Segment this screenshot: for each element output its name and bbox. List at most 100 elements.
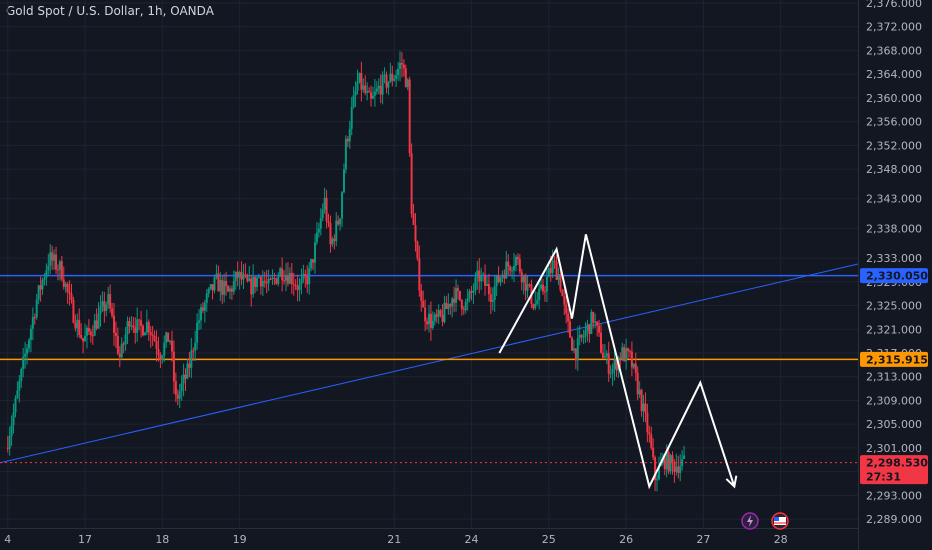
- candle-body: [159, 354, 162, 361]
- y-tick-label: 2,338.000: [866, 222, 922, 235]
- candle-body: [43, 277, 46, 280]
- y-tick-label: 2,293.000: [866, 489, 922, 502]
- candle-body: [654, 457, 657, 480]
- candle-body: [522, 274, 525, 283]
- candle-body: [371, 95, 374, 99]
- candle-body: [648, 432, 651, 435]
- candle-body: [286, 275, 289, 284]
- candle-body: [101, 301, 104, 307]
- candle-body: [611, 368, 614, 374]
- level-price-label: 2,330.050: [866, 270, 928, 283]
- candle-body: [194, 342, 197, 351]
- candle-body: [111, 308, 114, 316]
- candle-body: [368, 91, 371, 93]
- candle-body: [192, 350, 195, 352]
- candle-body: [518, 259, 521, 272]
- candle-body: [559, 274, 562, 291]
- candle-body: [290, 272, 293, 285]
- y-tick-label: 2,321.000: [866, 323, 922, 336]
- candle-body: [346, 138, 349, 142]
- candle-body: [484, 274, 487, 286]
- candle-body: [557, 274, 560, 280]
- candle-body: [221, 279, 224, 295]
- candle-body: [431, 320, 434, 328]
- candle-body: [677, 466, 680, 473]
- candle-body: [16, 390, 19, 399]
- y-tick-label: 2,360.000: [866, 92, 922, 105]
- candle-body: [99, 306, 102, 314]
- candle-body: [219, 279, 222, 292]
- candle-body: [227, 286, 230, 292]
- candle-body: [428, 313, 430, 325]
- candle-body: [437, 310, 440, 317]
- candle-body: [472, 290, 475, 293]
- candle-body: [257, 276, 260, 278]
- candle-body: [230, 288, 233, 292]
- candle-body: [567, 313, 570, 322]
- candle-body: [317, 228, 320, 233]
- candle-body: [31, 317, 34, 329]
- candle-body: [435, 314, 438, 317]
- candle-body: [501, 274, 504, 278]
- candle-body: [238, 271, 241, 278]
- candle-body: [244, 274, 247, 276]
- candle-body: [60, 261, 63, 280]
- candle-body: [109, 294, 112, 309]
- candle-body: [592, 311, 595, 323]
- candle-body: [514, 256, 517, 266]
- candle-body: [24, 353, 27, 357]
- candle-body: [33, 317, 36, 319]
- candle-body: [53, 254, 56, 261]
- y-tick-label: 2,309.000: [866, 394, 922, 407]
- candle-body: [56, 269, 59, 271]
- candle-body: [176, 394, 179, 399]
- candle-body: [638, 389, 641, 395]
- candle-body: [122, 343, 125, 345]
- candle-body: [29, 328, 32, 340]
- candle-body: [449, 303, 452, 307]
- candle-body: [607, 353, 610, 374]
- candle-body: [379, 85, 382, 95]
- candle-body: [281, 268, 284, 281]
- candle-body: [134, 327, 137, 333]
- candle-body: [540, 284, 543, 289]
- candle-body: [153, 335, 156, 342]
- pattern-arrowhead: [725, 475, 738, 489]
- candle-body: [113, 315, 116, 333]
- candle-body: [447, 303, 450, 309]
- candle-body: [511, 270, 514, 272]
- candle-body: [572, 348, 575, 351]
- candle-body: [27, 339, 30, 349]
- candle-body: [207, 288, 210, 294]
- candle-body: [683, 455, 686, 460]
- candle-body: [528, 284, 531, 286]
- candle-body: [667, 452, 670, 472]
- candle-body: [298, 284, 301, 290]
- candle-body: [613, 359, 616, 369]
- candle-body: [161, 355, 164, 361]
- candle-body: [211, 284, 214, 291]
- candle-body: [485, 283, 488, 286]
- candle-body: [671, 455, 674, 463]
- candle-body: [364, 85, 367, 93]
- candle-body: [636, 372, 639, 395]
- candle-body: [339, 218, 342, 225]
- candle-body: [534, 303, 537, 309]
- candle-body: [147, 322, 150, 333]
- candle-body: [657, 466, 660, 480]
- candle-body: [362, 85, 365, 90]
- candle-body: [116, 336, 119, 354]
- candle-body: [294, 285, 297, 287]
- candle-body: [665, 452, 668, 470]
- candle-body: [640, 389, 643, 412]
- candle-body: [545, 277, 548, 292]
- candle-body: [263, 280, 266, 283]
- candle-body: [549, 268, 552, 273]
- candle-body: [373, 91, 376, 96]
- candle-body: [524, 274, 527, 291]
- candle-body: [603, 356, 606, 358]
- candle-body: [609, 373, 612, 375]
- candle-body: [165, 332, 168, 343]
